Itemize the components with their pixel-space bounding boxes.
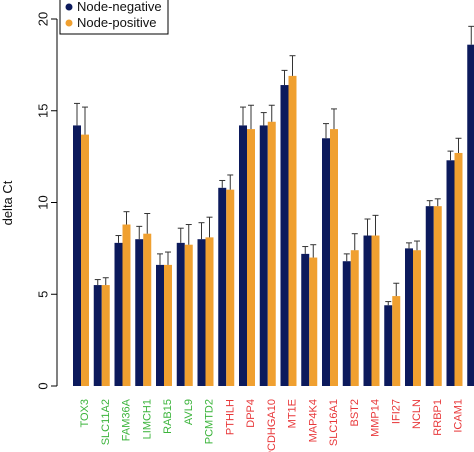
- category-label-pthlh: PTHLH: [224, 399, 236, 435]
- bar-node-positive-bst2: [350, 250, 359, 386]
- category-label-rab15: RAB15: [162, 399, 174, 434]
- category-label-ncln: NCLN: [411, 399, 423, 429]
- bar-node-negative-limch1: [135, 239, 144, 386]
- category-label-mt1e: MT1E: [287, 399, 299, 428]
- bar-node-positive-rab15: [164, 264, 172, 386]
- bars: [73, 44, 474, 387]
- legend-label-node-positive: Node-positive: [77, 15, 157, 30]
- bar-node-positive-rrbp1: [433, 206, 442, 386]
- y-tick-label: 5: [36, 291, 51, 298]
- error-bars: [74, 25, 474, 306]
- category-label-pcmtd2: PCMTD2: [204, 399, 216, 444]
- bar-node-positive-slc16a1: [330, 129, 338, 386]
- bar-node-positive-avl9: [184, 244, 193, 386]
- category-label-icam1: ICAM1: [453, 399, 465, 433]
- bar-node-negative-slc16a1: [322, 138, 330, 386]
- category-label-slc16a1: SLC16A1: [328, 399, 340, 446]
- category-labels: TOX3 SLC11A2 FAM36A LIMCH1 RAB15 AVL9 PCMTD2 PT…: [79, 398, 474, 452]
- bar-node-positive-mt1e: [288, 75, 297, 386]
- bar-node-positive-pthlh: [226, 189, 235, 386]
- category-label-avl9: AVL9: [183, 399, 195, 425]
- bar-node-positive-limch1: [143, 233, 152, 386]
- bar-node-positive-pcmtd2: [205, 237, 214, 386]
- bar-node-positive-ncln: [413, 250, 421, 386]
- category-label-rrbp1: RRBP1: [432, 399, 444, 436]
- bar-node-positive-icam1: [454, 152, 463, 386]
- bar-node-negative-ifi27: [384, 305, 393, 386]
- y-axis-title: delta Ct: [0, 180, 15, 225]
- bar-node-negative-slc11a2: [93, 285, 102, 386]
- category-label-bst2: BST2: [349, 399, 361, 427]
- y-tick-label: 0: [36, 382, 51, 389]
- legend-marker-node-negative: [65, 3, 73, 11]
- bar-node-negative-avl9: [176, 242, 185, 386]
- category-label-slc11a2: SLC11A2: [100, 399, 112, 445]
- y-tick-label: 10: [36, 195, 51, 209]
- bar-node-negative-map4k4: [301, 253, 310, 386]
- y-axis: 0 5 10 15 20: [36, 12, 58, 390]
- legend-label-node-negative: Node-negative: [77, 0, 162, 14]
- bar-node-negative-rab15: [156, 264, 164, 386]
- category-label-tox3: TOX3: [79, 399, 91, 428]
- bar-node-negative-pcmtd2: [197, 239, 206, 386]
- category-label-ifi27: IFI27: [390, 399, 402, 424]
- legend-marker-node-positive: [65, 19, 73, 27]
- category-label-limch1: LIMCH1: [141, 399, 153, 439]
- bar-node-positive-pcdhga10: [267, 121, 276, 386]
- bar-node-negative-pcdhga10: [259, 125, 268, 387]
- bar-node-positive-mmp14: [371, 235, 380, 386]
- bar-node-negative-rrbp1: [425, 206, 434, 386]
- bar-node-negative-icam1: [446, 160, 455, 386]
- bar-node-negative-pthlh: [218, 187, 227, 386]
- bar-node-negative-hla-g: [467, 44, 474, 386]
- y-tick-label: 20: [36, 12, 51, 26]
- y-tick-label: 15: [36, 104, 51, 118]
- bar-node-positive-map4k4: [309, 257, 318, 386]
- bar-node-positive-slc11a2: [101, 285, 110, 386]
- bar-node-negative-mt1e: [280, 85, 289, 386]
- category-label-mmp14: MMP14: [370, 399, 382, 437]
- bar-node-negative-fam36a: [114, 242, 123, 386]
- category-label-dpp4: DPP4: [245, 399, 257, 428]
- bar-node-negative-mmp14: [363, 235, 372, 386]
- legend: Node-negative Node-positive: [59, 0, 169, 35]
- legend-box: [59, 0, 169, 35]
- bar-node-negative-ncln: [405, 248, 413, 386]
- bar-node-positive-tox3: [81, 134, 89, 386]
- category-label-pcdhga10: PCDHGA10: [266, 399, 278, 452]
- bar-node-negative-tox3: [73, 125, 81, 387]
- bar-node-negative-dpp4: [239, 125, 247, 387]
- bar-node-positive-ifi27: [392, 296, 401, 386]
- bar-node-positive-fam36a: [122, 224, 131, 386]
- category-label-map4k4: MAP4K4: [307, 399, 319, 442]
- bar-node-positive-dpp4: [247, 129, 255, 386]
- bar-node-negative-bst2: [342, 261, 351, 386]
- category-label-fam36a: FAM36A: [121, 398, 133, 441]
